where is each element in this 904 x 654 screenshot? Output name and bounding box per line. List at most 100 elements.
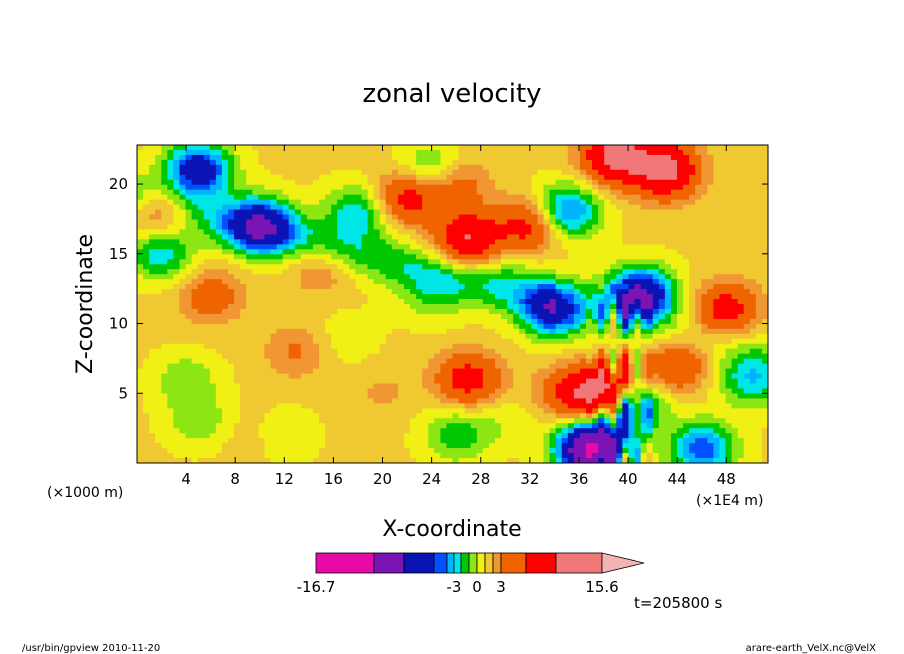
field-cell: [737, 224, 745, 231]
field-cell: [185, 179, 193, 186]
field-cell: [507, 259, 514, 265]
field-cell: [713, 154, 721, 161]
field-cell: [306, 363, 314, 370]
field-cell: [276, 308, 284, 315]
field-cell: [337, 179, 344, 186]
field-cell: [604, 224, 611, 231]
field-cell: [701, 279, 708, 285]
field-cell: [379, 154, 387, 161]
field-cell: [537, 333, 545, 340]
field-cell: [434, 348, 441, 355]
field-cell: [149, 179, 156, 186]
field-cell: [252, 313, 259, 320]
field-cell: [215, 274, 223, 280]
field-cell: [258, 269, 266, 275]
field-cell: [215, 149, 223, 156]
field-cell: [592, 308, 599, 315]
field-cell: [240, 294, 247, 300]
field-cell: [234, 229, 241, 236]
field-cell: [561, 219, 569, 226]
field-cell: [640, 338, 648, 345]
field-cell: [137, 368, 144, 375]
field-cell: [664, 164, 672, 171]
field-cell: [725, 199, 733, 206]
field-cell: [270, 174, 278, 181]
field-cell: [197, 219, 205, 226]
field-cell: [531, 353, 539, 360]
field-cell: [761, 264, 768, 270]
field-cell: [361, 348, 369, 355]
field-cell: [476, 194, 484, 201]
field-cell: [215, 343, 223, 350]
field-cell: [264, 373, 272, 380]
field-cell: [149, 194, 156, 201]
field-cell: [234, 154, 241, 161]
field-cell: [640, 358, 648, 365]
field-cell: [197, 338, 205, 345]
field-cell: [416, 289, 423, 295]
field-cell: [385, 274, 393, 280]
field-cell: [355, 145, 363, 151]
field-cell: [319, 284, 326, 290]
field-cell: [319, 214, 326, 221]
field-cell: [179, 353, 187, 360]
field-cell: [501, 244, 508, 250]
field-cell: [616, 353, 623, 360]
field-cell: [325, 184, 332, 191]
field-cell: [422, 343, 429, 350]
field-cell: [203, 204, 211, 211]
field-cell: [519, 313, 526, 320]
field-cell: [525, 323, 532, 330]
field-cell: [737, 328, 745, 335]
field-cell: [573, 313, 581, 320]
field-cell: [743, 269, 751, 275]
field-cell: [616, 299, 623, 305]
field-cell: [397, 189, 405, 196]
field-cell: [658, 159, 666, 166]
field-cell: [397, 145, 405, 151]
field-cell: [258, 284, 266, 290]
field-cell: [701, 328, 708, 335]
field-cell: [646, 164, 654, 171]
field-cell: [416, 368, 423, 375]
field-cell: [507, 249, 514, 255]
field-cell: [755, 199, 763, 206]
field-cell: [725, 239, 733, 245]
field-cell: [604, 149, 611, 156]
field-cell: [464, 343, 472, 350]
field-cell: [361, 189, 369, 196]
field-cell: [446, 189, 454, 196]
field-cell: [622, 244, 630, 250]
field-cell: [598, 224, 605, 231]
field-cell: [585, 259, 593, 265]
field-cell: [634, 149, 642, 156]
field-cell: [737, 159, 745, 166]
field-cell: [319, 313, 326, 320]
field-cell: [525, 373, 532, 380]
field-cell: [343, 254, 350, 260]
field-cell: [646, 333, 654, 340]
field-cell: [585, 308, 593, 315]
field-cell: [319, 289, 326, 295]
field-cell: [349, 313, 357, 320]
field-cell: [731, 204, 739, 211]
field-cell: [616, 304, 623, 310]
field-cell: [610, 244, 617, 250]
field-cell: [325, 159, 332, 166]
field-cell: [755, 154, 763, 161]
field-cell: [689, 184, 696, 191]
field-cell: [719, 353, 727, 360]
field-cell: [676, 209, 684, 216]
field-cell: [331, 229, 338, 236]
field-cell: [361, 229, 369, 236]
field-cell: [288, 204, 296, 211]
field-cell: [585, 249, 593, 255]
field-cell: [252, 199, 259, 206]
field-cell: [579, 159, 587, 166]
field-cell: [446, 184, 454, 191]
field-cell: [167, 249, 175, 255]
field-cell: [355, 358, 363, 365]
field-cell: [507, 333, 514, 340]
field-cell: [519, 304, 526, 310]
field-cell: [610, 264, 617, 270]
